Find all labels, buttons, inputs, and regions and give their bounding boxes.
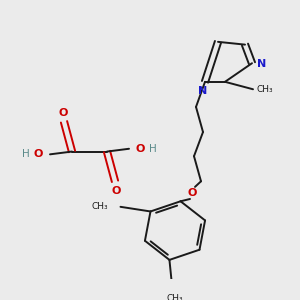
Text: O: O — [187, 188, 197, 198]
Text: N: N — [198, 86, 208, 96]
Text: N: N — [257, 59, 267, 69]
Text: CH₃: CH₃ — [257, 85, 273, 94]
Text: O: O — [34, 149, 43, 159]
Text: O: O — [58, 107, 68, 118]
Text: H: H — [149, 144, 157, 154]
Text: O: O — [111, 186, 121, 196]
Text: H: H — [22, 149, 30, 159]
Text: O: O — [136, 144, 146, 154]
Text: CH₃: CH₃ — [92, 202, 109, 211]
Text: CH₃: CH₃ — [166, 294, 183, 300]
